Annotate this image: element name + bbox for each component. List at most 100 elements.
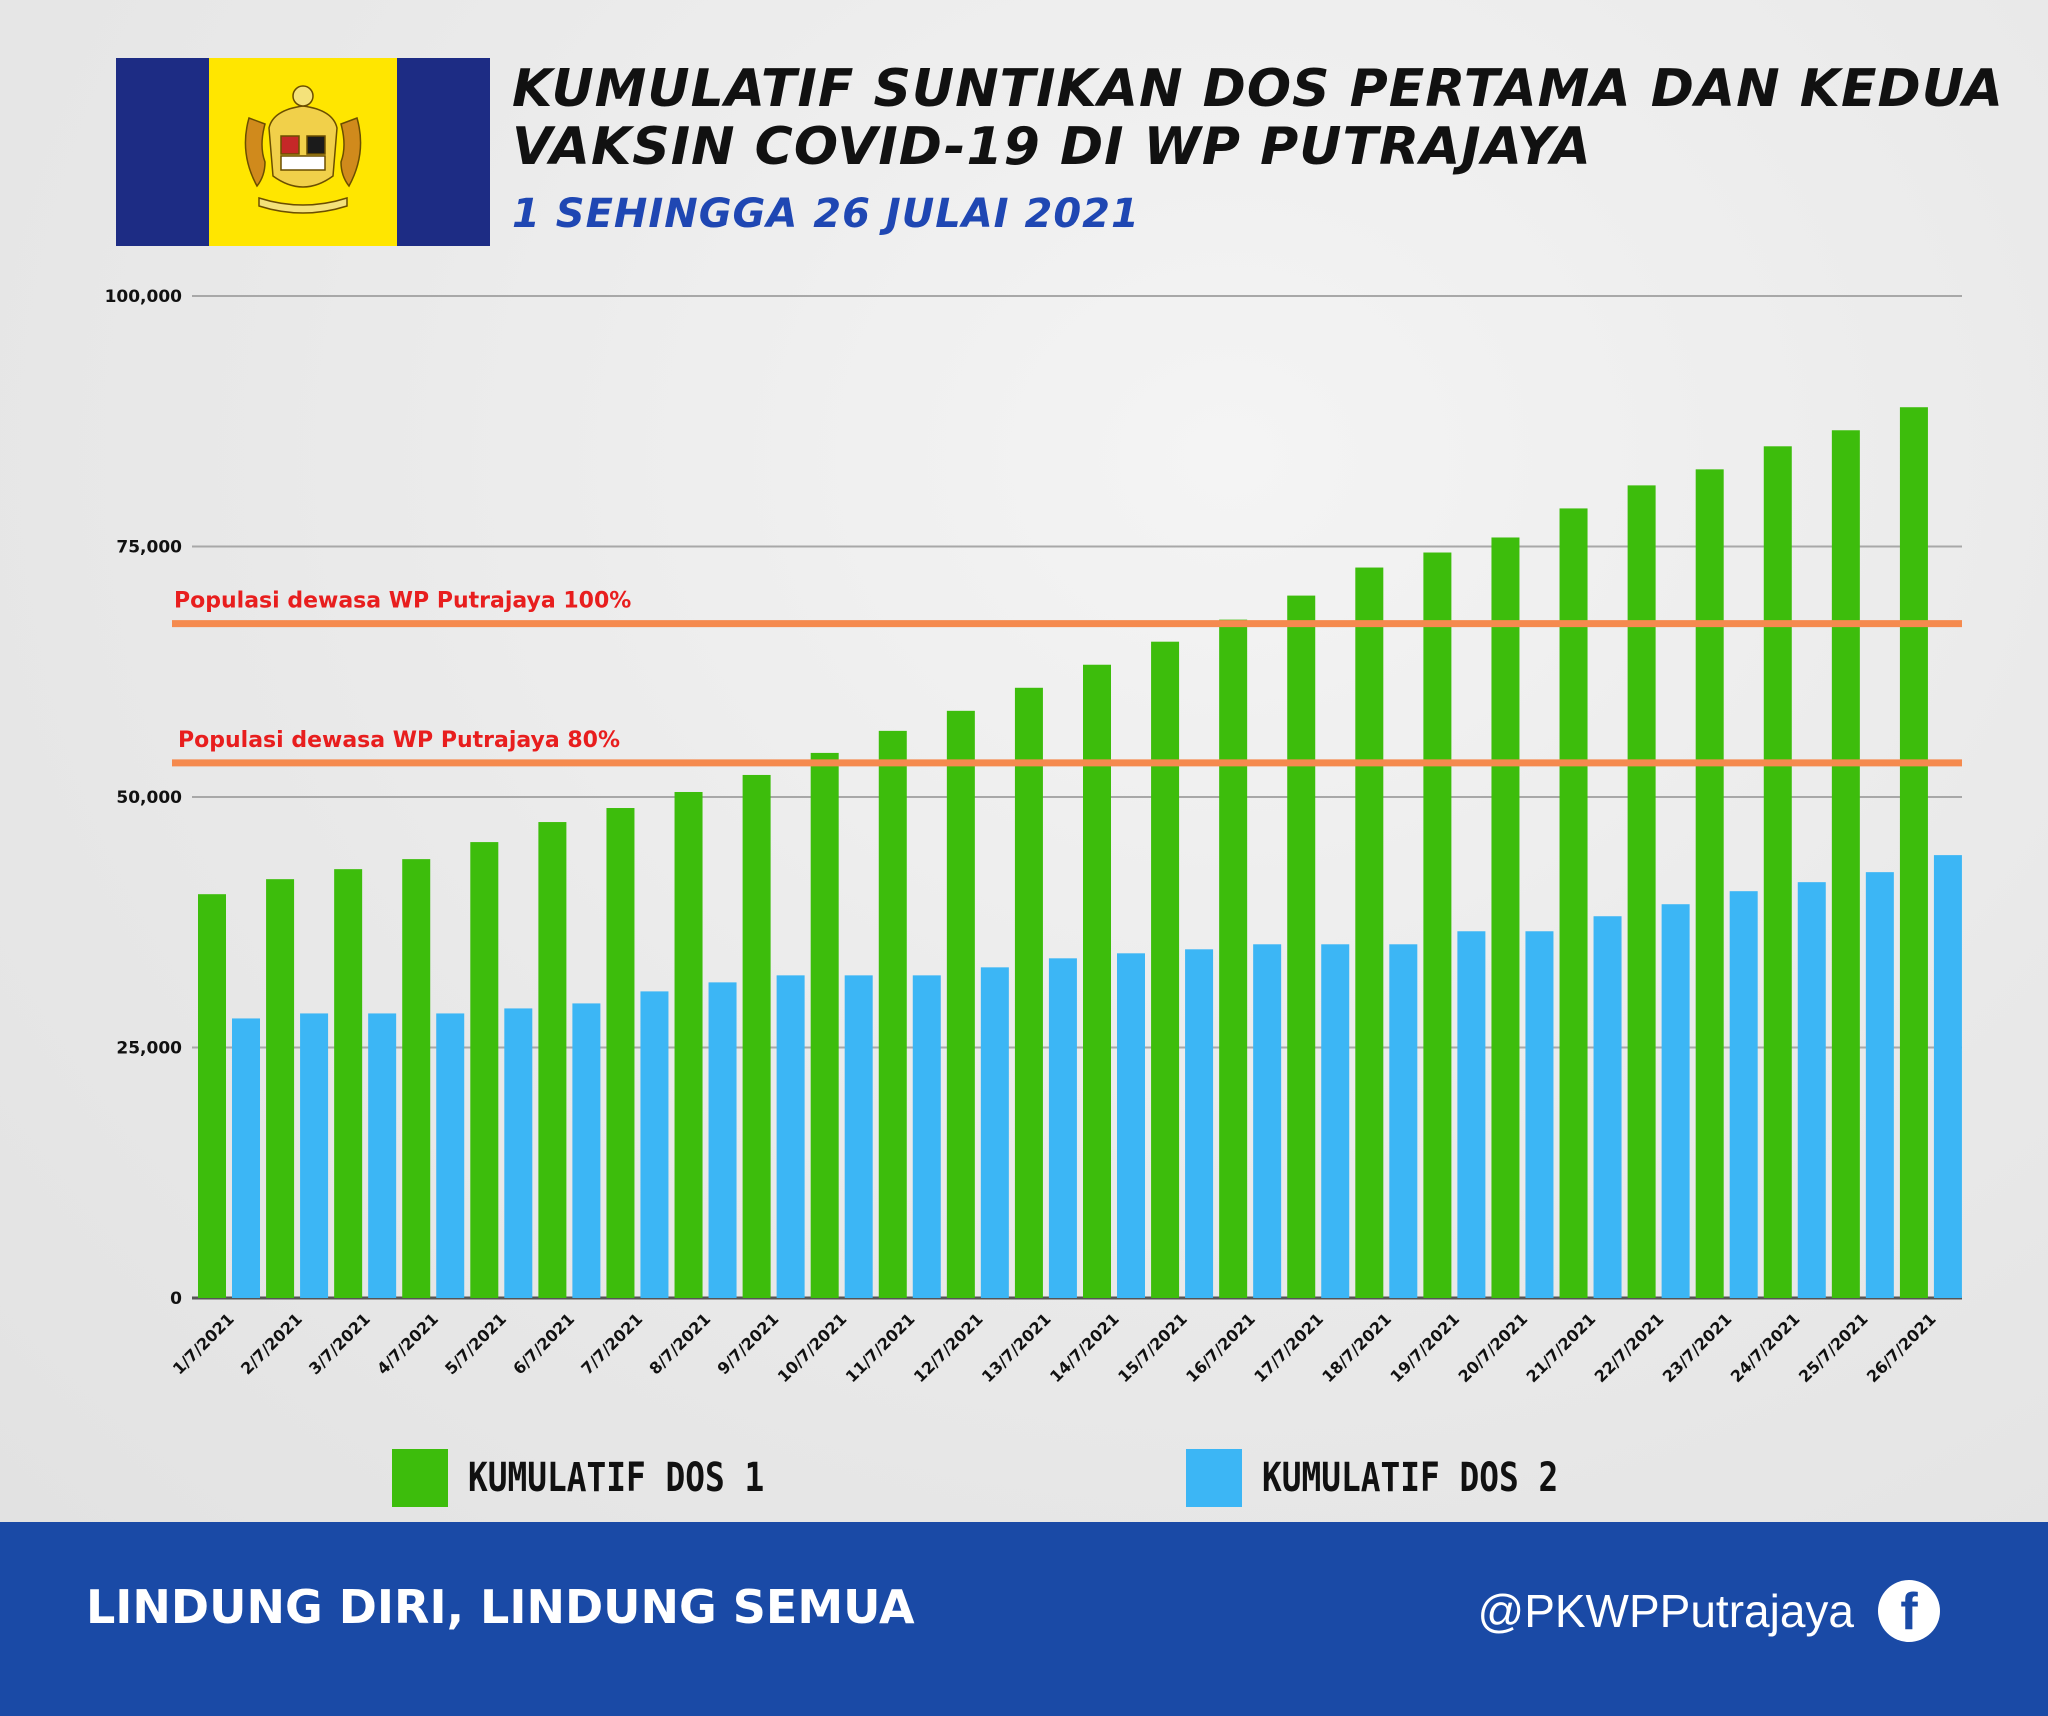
x-tick-label: 1/7/2021 xyxy=(169,1309,238,1378)
y-tick-label: 25,000 xyxy=(116,1039,182,1059)
x-tick-label: 3/7/2021 xyxy=(305,1309,374,1378)
putrajaya-flag-logo xyxy=(116,58,490,246)
x-tick-label: 15/7/2021 xyxy=(1114,1309,1191,1386)
bar-dos1 xyxy=(1083,664,1111,1298)
footer-slogan: LINDUNG DIRI, LINDUNG SEMUA xyxy=(86,1580,915,1634)
x-tick-label: 22/7/2021 xyxy=(1591,1309,1668,1386)
bar-dos2 xyxy=(1933,855,1962,1298)
bar-dos1 xyxy=(1014,687,1043,1298)
x-tick-label: 26/7/2021 xyxy=(1863,1309,1940,1386)
bar-dos1 xyxy=(1559,508,1588,1298)
bar-dos2 xyxy=(1048,958,1077,1298)
bar-dos1 xyxy=(1491,537,1520,1298)
y-tick-label: 100,000 xyxy=(105,287,183,307)
bar-dos1 xyxy=(1151,641,1180,1298)
x-tick-label: 17/7/2021 xyxy=(1250,1309,1327,1386)
reference-line-label: Populasi dewasa WP Putrajaya 80% xyxy=(178,728,620,753)
bar-dos2 xyxy=(1457,931,1486,1298)
bar-dos1 xyxy=(1763,446,1792,1298)
bar-dos2 xyxy=(1117,953,1145,1298)
chart-title: KUMULATIF SUNTIKAN DOS PERTAMA DAN KEDUA… xyxy=(512,59,2004,177)
bar-dos1 xyxy=(1287,595,1316,1298)
bar-dos2 xyxy=(844,975,873,1298)
coat-of-arms-icon xyxy=(244,85,362,214)
x-tick-label: 24/7/2021 xyxy=(1727,1309,1804,1386)
bar-dos2 xyxy=(572,1003,601,1298)
x-tick-label: 10/7/2021 xyxy=(774,1309,851,1386)
bar-dos1 xyxy=(674,791,703,1298)
bar-dos2 xyxy=(1865,872,1894,1298)
bar-dos2 xyxy=(368,1013,397,1298)
bar-dos2 xyxy=(1185,949,1214,1298)
bar-dos1 xyxy=(1423,552,1452,1298)
bar-dos2 xyxy=(708,982,737,1298)
reference-line-label: Populasi dewasa WP Putrajaya 100% xyxy=(174,589,631,614)
bar-dos1 xyxy=(606,808,635,1298)
bar-dos1 xyxy=(334,869,363,1298)
bar-dos1 xyxy=(538,822,567,1298)
bars xyxy=(198,407,1962,1298)
x-tick-label: 14/7/2021 xyxy=(1046,1309,1123,1386)
y-axis-ticks: 0 25,000 50,000 75,000 100,000 xyxy=(105,287,183,1309)
bar-dos1 xyxy=(1695,469,1724,1298)
bar-dos2 xyxy=(980,967,1009,1298)
flag-blue-right xyxy=(397,58,490,246)
facebook-icon[interactable]: f xyxy=(1878,1580,1940,1642)
y-tick-label: 75,000 xyxy=(116,538,182,558)
x-tick-label: 16/7/2021 xyxy=(1182,1309,1259,1386)
footer-bar xyxy=(0,1522,2048,1716)
bar-dos2 xyxy=(1321,944,1350,1298)
bar-dos1 xyxy=(198,894,226,1298)
x-tick-label: 23/7/2021 xyxy=(1659,1309,1736,1386)
x-axis-ticks: 1/7/2021 2/7/2021 3/7/2021 4/7/2021 5/7/2021… xyxy=(169,1309,1940,1386)
bar-dos1 xyxy=(402,859,431,1298)
bar-dos2 xyxy=(436,1013,465,1298)
x-tick-label: 25/7/2021 xyxy=(1795,1309,1872,1386)
bar-dos2 xyxy=(1525,931,1554,1298)
bar-dos1 xyxy=(1831,430,1860,1298)
bar-dos2 xyxy=(1729,891,1758,1298)
bar-dos1 xyxy=(1627,485,1656,1298)
bar-dos2 xyxy=(1797,882,1826,1298)
bar-dos1 xyxy=(810,752,839,1298)
x-tick-label: 20/7/2021 xyxy=(1454,1309,1531,1386)
x-tick-label: 19/7/2021 xyxy=(1386,1309,1463,1386)
bar-dos2 xyxy=(776,975,805,1298)
flag-blue-left xyxy=(116,58,209,246)
reference-lines: Populasi dewasa WP Putrajaya 100% Populas… xyxy=(172,589,1962,767)
x-tick-label: 18/7/2021 xyxy=(1318,1309,1395,1386)
chart-subtitle: 1 SEHINGGA 26 JULAI 2021 xyxy=(512,191,1140,237)
x-tick-label: 13/7/2021 xyxy=(978,1309,1055,1386)
x-tick-label: 21/7/2021 xyxy=(1523,1309,1600,1386)
bar-dos2 xyxy=(1593,916,1622,1298)
x-tick-label: 6/7/2021 xyxy=(509,1309,578,1378)
y-tick-label: 0 xyxy=(170,1289,182,1309)
bar-dos1 xyxy=(1355,567,1384,1298)
bar-chart: 0 25,000 50,000 75,000 100,000 Populasi dewa… xyxy=(105,287,1962,1386)
bar-dos2 xyxy=(912,975,941,1298)
bar-dos2 xyxy=(640,991,669,1298)
x-tick-label: 12/7/2021 xyxy=(910,1309,987,1386)
legend-swatch-dos2 xyxy=(1186,1449,1242,1507)
legend-swatch-dos1 xyxy=(392,1449,448,1507)
bar-dos2 xyxy=(1253,944,1282,1298)
x-tick-label: 2/7/2021 xyxy=(237,1309,306,1378)
bar-dos2 xyxy=(232,1018,260,1298)
legend-item-dos1: KUMULATIF DOS 1 xyxy=(392,1449,829,1507)
x-tick-label: 7/7/2021 xyxy=(577,1309,646,1378)
bar-dos2 xyxy=(1661,904,1690,1298)
x-tick-label: 9/7/2021 xyxy=(714,1309,783,1378)
social-handle[interactable]: @PKWPPutrajaya xyxy=(1477,1585,1855,1637)
x-tick-label: 8/7/2021 xyxy=(645,1309,714,1378)
bar-dos1 xyxy=(266,879,295,1298)
legend-item-dos2: KUMULATIF DOS 2 xyxy=(1186,1449,1623,1507)
bar-dos1 xyxy=(742,774,771,1298)
x-tick-label: 4/7/2021 xyxy=(373,1309,442,1378)
bar-dos2 xyxy=(1389,944,1418,1298)
bar-dos1 xyxy=(1899,407,1928,1298)
bar-dos2 xyxy=(300,1013,329,1298)
x-tick-label: 11/7/2021 xyxy=(842,1309,919,1386)
bar-dos1 xyxy=(878,730,907,1298)
x-tick-label: 5/7/2021 xyxy=(441,1309,510,1378)
flag-yellow-center xyxy=(209,58,397,246)
